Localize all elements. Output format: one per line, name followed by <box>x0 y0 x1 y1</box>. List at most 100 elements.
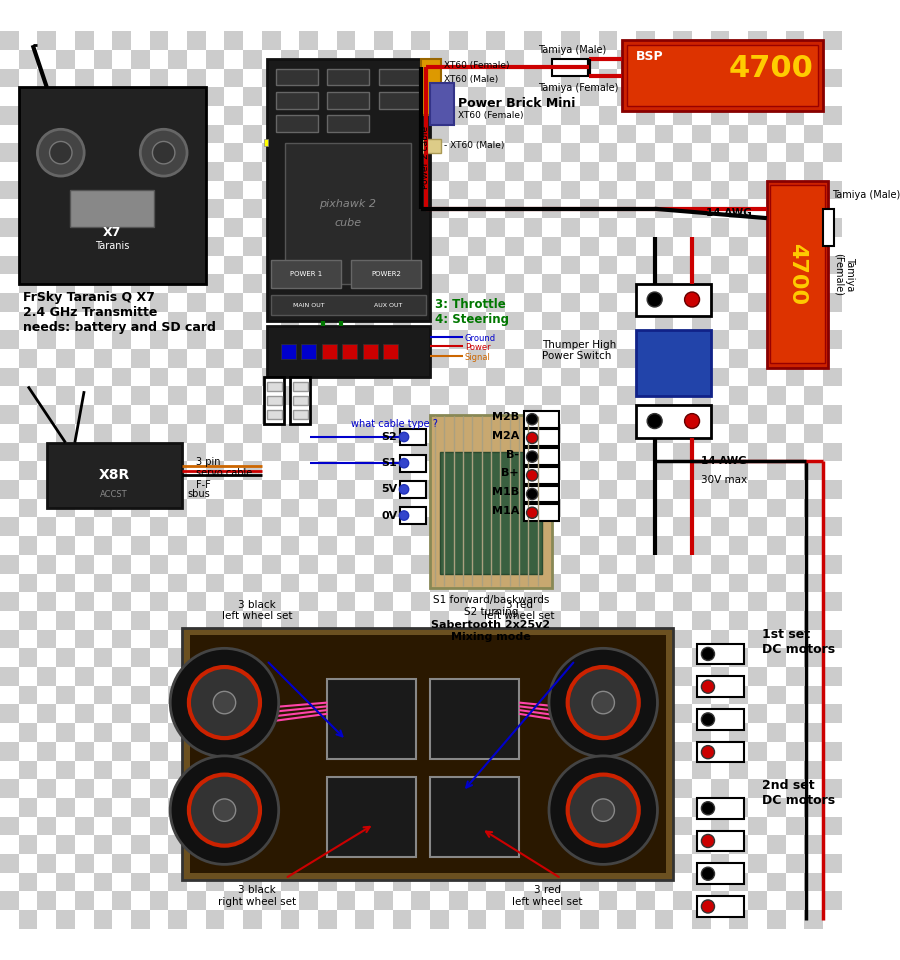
Bar <box>281 368 300 387</box>
Text: B+: B+ <box>501 468 519 478</box>
Bar <box>654 630 673 648</box>
Bar <box>692 31 711 50</box>
Bar <box>374 424 392 443</box>
Bar <box>636 87 654 106</box>
Bar <box>392 293 411 312</box>
Bar <box>187 275 206 293</box>
Bar <box>94 667 112 685</box>
Bar <box>38 648 56 667</box>
Bar <box>730 892 748 910</box>
Bar <box>823 106 842 125</box>
Bar <box>430 611 449 630</box>
Bar <box>374 68 392 87</box>
Bar <box>430 798 449 817</box>
Bar <box>0 330 19 349</box>
Bar <box>224 106 243 125</box>
Bar <box>149 742 168 760</box>
Bar <box>711 200 730 218</box>
Bar <box>168 462 187 480</box>
Bar <box>449 180 468 200</box>
Bar <box>38 685 56 705</box>
Bar <box>149 685 168 705</box>
Text: POWER 1: POWER 1 <box>290 272 322 277</box>
Bar <box>411 106 430 125</box>
Bar <box>281 798 300 817</box>
Bar <box>711 592 730 611</box>
Bar <box>580 368 598 387</box>
Bar <box>823 218 842 237</box>
Bar <box>276 68 318 85</box>
Bar <box>449 892 468 910</box>
Bar <box>617 798 636 817</box>
Bar <box>524 368 543 387</box>
Bar <box>328 115 369 132</box>
Bar <box>281 723 300 742</box>
Bar <box>598 462 617 480</box>
Bar <box>262 462 281 480</box>
Bar <box>486 275 505 293</box>
Bar <box>692 742 711 760</box>
Bar <box>543 854 561 873</box>
Bar <box>243 480 262 498</box>
Bar <box>75 162 94 180</box>
Bar <box>697 643 743 664</box>
Bar <box>654 798 673 817</box>
Bar <box>56 387 75 405</box>
Bar <box>411 387 430 405</box>
Bar <box>281 667 300 685</box>
Circle shape <box>213 799 236 822</box>
Bar <box>692 255 711 275</box>
Bar <box>767 798 786 817</box>
Bar <box>692 462 711 480</box>
Bar <box>75 723 94 742</box>
Bar <box>730 630 748 648</box>
Bar <box>823 835 842 854</box>
Bar <box>580 910 598 929</box>
Bar <box>468 798 486 817</box>
Bar <box>94 536 112 555</box>
Bar <box>561 237 580 255</box>
Bar <box>187 573 206 592</box>
Bar <box>543 517 561 536</box>
Circle shape <box>526 469 538 481</box>
Bar <box>262 630 281 648</box>
Bar <box>411 536 430 555</box>
Bar <box>697 863 743 884</box>
Bar <box>94 87 112 106</box>
Bar <box>561 892 580 910</box>
Bar <box>617 330 636 349</box>
Bar <box>0 162 19 180</box>
Bar <box>168 31 187 50</box>
Bar <box>767 143 786 162</box>
Bar <box>224 685 243 705</box>
Bar <box>292 410 308 420</box>
Bar <box>56 760 75 780</box>
Bar <box>187 498 206 517</box>
Bar <box>281 143 300 162</box>
Bar <box>617 555 636 573</box>
Bar <box>524 780 543 798</box>
Bar <box>524 854 543 873</box>
Bar <box>598 162 617 180</box>
Bar <box>0 218 19 237</box>
Bar <box>337 517 356 536</box>
Bar <box>94 424 112 443</box>
Bar <box>56 443 75 462</box>
Bar <box>206 424 224 443</box>
Bar <box>300 910 318 929</box>
Bar <box>75 592 94 611</box>
Bar <box>374 462 392 480</box>
Bar <box>711 648 730 667</box>
Bar <box>94 330 112 349</box>
Bar <box>356 162 374 180</box>
Bar <box>654 873 673 892</box>
Bar <box>748 462 767 480</box>
Bar <box>730 106 748 125</box>
Bar <box>767 275 786 293</box>
Bar <box>266 382 282 391</box>
Bar <box>38 592 56 611</box>
Bar <box>430 125 449 143</box>
Circle shape <box>701 867 715 880</box>
Bar <box>543 835 561 854</box>
Bar <box>356 723 374 742</box>
